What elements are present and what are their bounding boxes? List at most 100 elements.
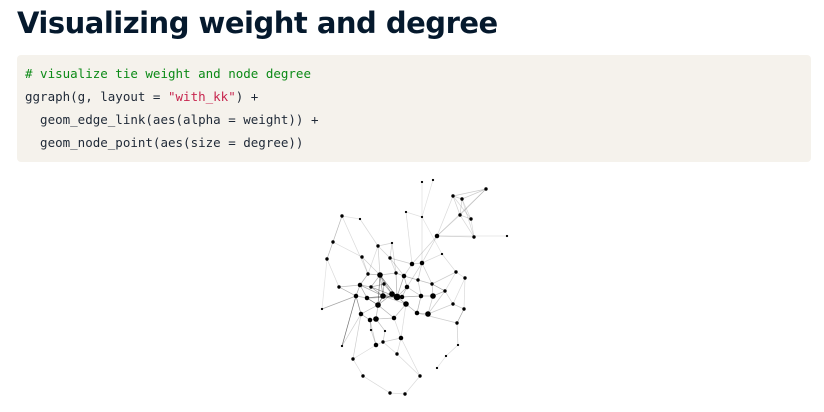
graph-edge bbox=[452, 303, 465, 310]
graph-node bbox=[425, 311, 431, 317]
graph-edge bbox=[382, 341, 398, 355]
graph-edge bbox=[461, 198, 475, 238]
code-line-4: geom_node_point(aes(size = degree)) bbox=[25, 135, 304, 150]
graph-edge bbox=[360, 304, 379, 315]
graph-edge bbox=[444, 271, 457, 292]
graph-node bbox=[462, 307, 466, 311]
graph-edge bbox=[393, 303, 407, 319]
graph-node bbox=[451, 194, 455, 198]
graph-edge bbox=[421, 262, 433, 285]
graph-node bbox=[351, 357, 355, 361]
graph-edge bbox=[375, 317, 395, 320]
graph-edge bbox=[427, 290, 446, 315]
graph-node bbox=[444, 354, 448, 358]
graph-node bbox=[404, 284, 410, 290]
graph-edge bbox=[436, 235, 475, 238]
graph-node bbox=[505, 234, 509, 238]
graph-edge bbox=[421, 216, 443, 255]
graph-edge bbox=[370, 329, 377, 346]
graph-edge bbox=[395, 272, 398, 298]
code-block: # visualize tie weight and node degree g… bbox=[17, 55, 811, 162]
graph-node bbox=[469, 217, 473, 221]
graph-node bbox=[360, 255, 364, 259]
graph-node bbox=[353, 293, 359, 299]
graph-node bbox=[443, 289, 447, 293]
graph-edge bbox=[416, 312, 458, 324]
graph-edge bbox=[352, 313, 362, 360]
graph-edge bbox=[321, 258, 328, 310]
graph-node bbox=[430, 293, 436, 299]
graph-edge bbox=[379, 274, 384, 297]
graph-node bbox=[463, 276, 467, 280]
graph-edge bbox=[377, 293, 393, 306]
graph-node bbox=[455, 321, 459, 325]
graph-edge bbox=[411, 235, 438, 265]
graph-edge bbox=[382, 337, 402, 343]
graph-edges bbox=[321, 179, 507, 395]
graph-edge bbox=[404, 375, 421, 395]
graph-edge bbox=[452, 277, 466, 305]
graph-edge bbox=[441, 253, 457, 273]
graph-edge bbox=[417, 279, 422, 297]
graph-edge bbox=[377, 274, 381, 306]
graph-edge bbox=[444, 290, 454, 305]
graph-node bbox=[434, 233, 440, 239]
graph-node bbox=[398, 335, 404, 341]
graph-edge bbox=[332, 215, 343, 243]
graph-edge bbox=[370, 283, 385, 288]
graph-node bbox=[458, 213, 462, 217]
graph-node bbox=[358, 217, 362, 221]
graph-node bbox=[382, 282, 386, 286]
graph-node bbox=[419, 260, 425, 266]
graph-edge bbox=[406, 262, 423, 288]
graph-node bbox=[366, 272, 370, 276]
code-line-2: ggraph(g, layout = "with_kk") + bbox=[25, 88, 811, 111]
graph-edge bbox=[377, 245, 391, 259]
graph-node bbox=[451, 302, 455, 306]
graph-node bbox=[367, 317, 373, 323]
graph-node bbox=[420, 215, 424, 219]
graph-edge bbox=[470, 218, 475, 238]
graph-node bbox=[331, 240, 335, 244]
graph-edge bbox=[405, 211, 423, 218]
graph-edge bbox=[427, 303, 454, 315]
graph-node bbox=[435, 366, 439, 370]
graph-nodes bbox=[320, 178, 509, 396]
graph-edge bbox=[459, 188, 487, 216]
graph-edge bbox=[403, 275, 419, 281]
graph-node bbox=[373, 342, 379, 348]
graph-edge bbox=[341, 215, 361, 220]
graph-edge bbox=[452, 195, 472, 220]
graph-edge bbox=[377, 245, 381, 276]
graph-edge bbox=[341, 215, 369, 275]
graph-node bbox=[388, 256, 392, 260]
graph-node bbox=[418, 293, 424, 299]
graph-node bbox=[369, 328, 373, 332]
graph-node bbox=[454, 270, 458, 274]
graph-node bbox=[484, 187, 488, 191]
graph-edge bbox=[326, 258, 340, 288]
graph-node bbox=[340, 344, 344, 348]
graph-edge bbox=[417, 262, 423, 281]
graph-node bbox=[399, 294, 405, 300]
graph-node bbox=[391, 315, 397, 321]
graph-edge bbox=[463, 277, 466, 310]
code-comment: # visualize tie weight and node degree bbox=[25, 66, 311, 81]
graph-edge bbox=[421, 179, 434, 218]
graph-node bbox=[416, 278, 420, 282]
code-line-3: geom_edge_link(aes(alpha = weight)) + bbox=[25, 112, 319, 127]
graph-node bbox=[404, 210, 408, 214]
code-ggraph-call: ggraph(g, layout = bbox=[25, 89, 168, 104]
graph-node bbox=[393, 293, 401, 301]
graph-node bbox=[420, 180, 424, 184]
graph-node bbox=[395, 352, 399, 356]
graph-edge bbox=[452, 188, 487, 197]
graph-edge bbox=[359, 273, 369, 286]
graph-edge bbox=[361, 256, 369, 275]
graph-node bbox=[383, 329, 387, 333]
graph-edge bbox=[352, 344, 377, 360]
graph-node bbox=[361, 374, 365, 378]
graph-node bbox=[403, 392, 407, 396]
graph-edge bbox=[389, 257, 405, 277]
graph-edge bbox=[393, 317, 402, 339]
